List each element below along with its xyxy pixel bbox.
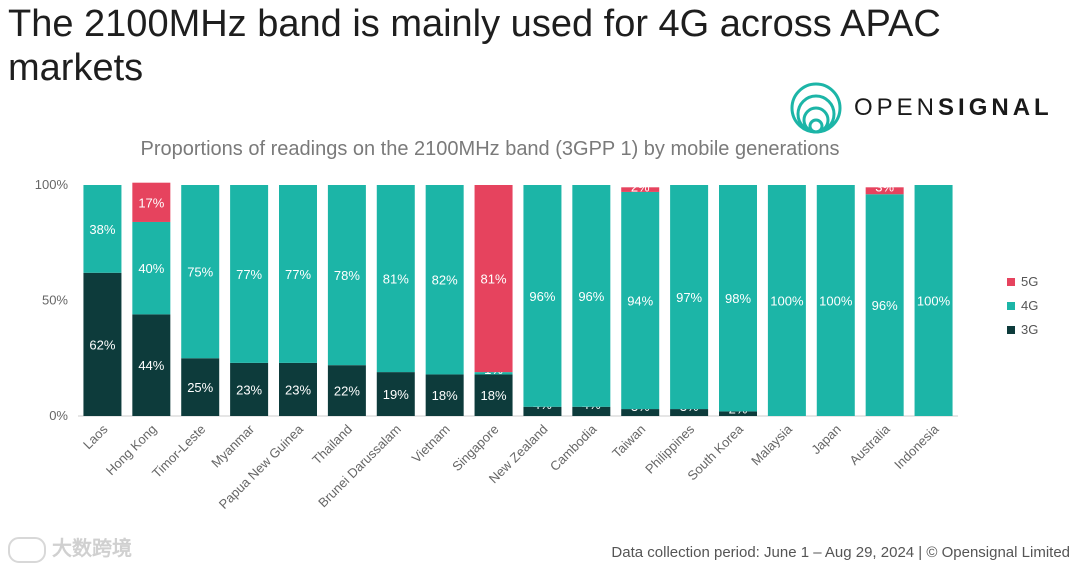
bar-segment-3g — [230, 362, 269, 416]
legend-swatch-4g — [1007, 302, 1015, 310]
bar-segment-3g — [572, 406, 611, 416]
y-tick-label: 100% — [35, 177, 69, 192]
bar-segment-3g — [83, 272, 122, 416]
x-category-label: Thailand — [309, 422, 355, 468]
data-label: 100% — [917, 294, 951, 309]
bar-segment-4g — [83, 185, 122, 273]
data-label: 98% — [725, 291, 751, 306]
opensignal-wordmark: OPENSIGNAL — [854, 94, 1053, 121]
bar-segment-4g — [719, 185, 757, 412]
bar-segment-3g — [719, 411, 757, 416]
x-category-label: Malaysia — [748, 421, 795, 468]
bar-segment-5g — [132, 182, 171, 222]
bar-segment-4g — [816, 185, 855, 416]
bar-segment-4g — [376, 185, 415, 373]
x-category-label: Taiwan — [609, 422, 648, 461]
bar-segment-4g — [474, 372, 513, 375]
data-label: 25% — [187, 380, 213, 395]
data-label: 38% — [89, 222, 115, 237]
data-label: 100% — [770, 294, 804, 309]
chart-title: Proportions of readings on the 2100MHz b… — [140, 138, 840, 160]
bar-segment-3g — [327, 365, 366, 416]
bar-segment-3g — [279, 362, 317, 416]
x-category-label: Singapore — [449, 422, 502, 475]
bar-segment-3g — [621, 409, 660, 416]
bar-segment-3g — [181, 358, 220, 416]
x-category-label: Cambodia — [547, 421, 600, 474]
bar-segment-4g — [621, 191, 660, 410]
data-label: 3% — [875, 179, 894, 194]
bar-segment-4g — [327, 185, 366, 366]
data-label: 17% — [138, 195, 164, 210]
x-category-label: Indonesia — [891, 421, 942, 472]
data-label: 82% — [432, 273, 458, 288]
legend-label: 4G — [1021, 298, 1038, 313]
footer-note: Data collection period: June 1 – Aug 29,… — [611, 544, 1070, 561]
bar-segment-3g — [132, 314, 171, 416]
data-label: 22% — [334, 384, 360, 399]
y-tick-label: 0% — [49, 408, 68, 423]
bar-segment-4g — [425, 185, 464, 375]
data-label: 40% — [138, 261, 164, 276]
bar-segment-4g — [572, 185, 611, 407]
bar-segment-5g — [865, 187, 904, 195]
data-label: 97% — [676, 290, 702, 305]
x-category-label: Laos — [80, 421, 111, 452]
legend-swatch-3g — [1007, 326, 1015, 334]
bar-segment-3g — [474, 374, 513, 416]
bar-segment-4g — [523, 185, 562, 407]
data-label: 96% — [872, 298, 898, 313]
opensignal-logo: OPENSIGNAL — [788, 80, 1078, 136]
legend-label: 3G — [1021, 322, 1038, 337]
data-label: 81% — [383, 272, 409, 287]
legend-swatch-5g — [1007, 278, 1015, 286]
x-category-label: Brunei Darussalam — [315, 422, 404, 511]
bar-segment-3g — [523, 406, 562, 416]
bar-segment-3g — [425, 374, 464, 416]
bar-segment-4g — [767, 185, 806, 416]
bar-segment-4g — [865, 194, 904, 416]
x-category-label: Timor-Leste — [149, 422, 208, 481]
data-label: 62% — [89, 337, 115, 352]
data-label: 75% — [187, 265, 213, 280]
data-label: 96% — [578, 289, 604, 304]
bar-segment-4g — [670, 185, 709, 410]
data-label: 19% — [383, 387, 409, 402]
bar-segment-4g — [132, 221, 171, 315]
headline: The 2100MHz band is mainly used for 4G a… — [8, 3, 941, 89]
bar-segment-4g — [230, 185, 269, 363]
bar-segment-4g — [279, 185, 317, 363]
bar-segment-3g — [670, 409, 709, 416]
bar-segment-5g — [474, 185, 513, 373]
opensignal-logo-icon — [790, 82, 842, 134]
x-category-label: Japan — [808, 422, 844, 458]
bar-segment-5g — [621, 187, 660, 192]
data-label: 94% — [627, 294, 653, 309]
data-label: 23% — [236, 382, 262, 397]
data-label: 81% — [481, 272, 507, 287]
data-label: 77% — [236, 267, 262, 282]
data-label: 100% — [819, 294, 853, 309]
data-label: 2% — [631, 179, 650, 194]
watermark-icon — [8, 536, 46, 563]
bar-segment-4g — [181, 185, 220, 359]
data-label: 77% — [285, 267, 311, 282]
bar-segment-3g — [376, 372, 415, 416]
bar-segment-4g — [914, 185, 953, 416]
data-label: 18% — [432, 388, 458, 403]
data-label: 23% — [285, 382, 311, 397]
data-label: 96% — [529, 289, 555, 304]
x-category-label: Myanmar — [208, 421, 257, 470]
x-category-label: Papua New Guinea — [216, 421, 307, 512]
x-category-label: Vietnam — [409, 422, 453, 466]
data-label: 44% — [138, 358, 164, 373]
watermark: 大数跨境 — [8, 532, 132, 563]
legend-label: 5G — [1021, 274, 1038, 289]
data-label: 18% — [481, 388, 507, 403]
y-tick-label: 50% — [42, 293, 68, 308]
data-label: 78% — [334, 268, 360, 283]
x-category-label: Australia — [846, 421, 893, 468]
